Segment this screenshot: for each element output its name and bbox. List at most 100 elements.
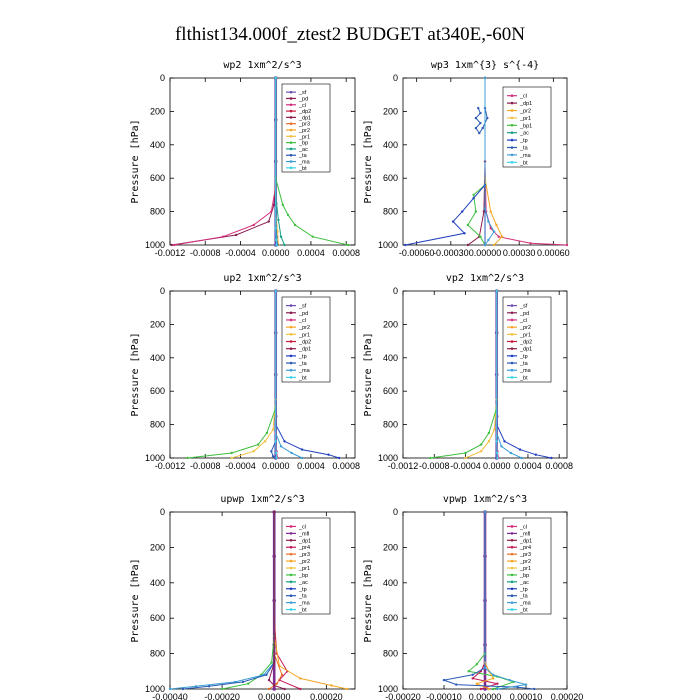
legend-marker: [510, 608, 514, 611]
y-tick-label: 200: [150, 106, 165, 116]
legend-marker: [289, 97, 293, 100]
x-tick-label: 0.00000: [258, 692, 291, 700]
series-point-bp: [293, 223, 297, 227]
y-tick-label: 800: [150, 649, 165, 659]
x-tick-label: -0.0008: [419, 461, 450, 471]
legend-marker: [510, 368, 514, 372]
y-tick-label: 1000: [378, 453, 398, 463]
series-point-tp: [550, 456, 553, 460]
series-line-bt: [275, 78, 278, 246]
legend: _cl_dp1 _pr2_pr1_bp1 _ac_tp _ta_ma_bt: [502, 86, 552, 168]
legend-label: _ac: [298, 147, 308, 153]
series-line-ma: [484, 78, 495, 246]
series-point-ta: [474, 126, 478, 130]
x-tick-label: -0.00020: [385, 692, 421, 700]
y-tick-label: 0: [160, 73, 165, 83]
x-tick-label: 0.0004: [297, 248, 325, 258]
legend-label: _mfl: [298, 531, 309, 537]
series-point-ta: [481, 126, 484, 130]
legend-label: _bt: [519, 375, 528, 381]
series-point-ma: [492, 230, 496, 233]
legend-label: _cl: [298, 103, 306, 109]
legend-marker: [289, 141, 293, 144]
legend-marker: [289, 587, 293, 591]
x-tick-label: -0.00030: [433, 248, 469, 258]
legend-marker: [289, 368, 293, 372]
series-point-pr2: [495, 223, 498, 227]
series-point-bp: [474, 210, 478, 213]
legend-marker: [289, 539, 293, 542]
y-tick-label: 800: [383, 420, 398, 430]
series-point-bt: [275, 451, 278, 455]
series-point-ta: [479, 121, 482, 125]
series-point-pd: [234, 233, 238, 237]
legend-label: _pd: [519, 311, 529, 317]
series-point-tp: [518, 448, 522, 451]
series-point-bt: [275, 243, 278, 247]
series-line-ta: [182, 512, 275, 690]
panel-1: wp2 1xm^2/s^3 Pressure [hPa] 0 200 400 600 800…: [130, 60, 360, 258]
series-point-pr1: [252, 450, 255, 453]
series-point-pr1: [464, 456, 467, 460]
legend-marker: [510, 146, 514, 149]
series-point-tp: [283, 440, 286, 443]
legend-label: _bp: [519, 573, 529, 579]
series-point-ta: [455, 683, 458, 686]
series-line-bt: [275, 291, 278, 459]
legend-marker: [510, 559, 514, 563]
series-point-bp: [479, 235, 482, 238]
series-point-bp: [186, 456, 189, 460]
legend-marker: [510, 601, 514, 604]
panel-title: wp2 1xm^2/s^3: [223, 60, 301, 71]
series-point-pr1: [479, 450, 483, 453]
y-tick-label: 0: [393, 286, 398, 296]
series-line-tp: [405, 78, 486, 246]
series-point-ma: [483, 510, 487, 514]
legend-label: _ac: [298, 580, 308, 586]
legend-marker: [289, 109, 293, 113]
series-point-ma: [194, 685, 198, 688]
legend-marker: [289, 135, 293, 138]
legend-marker: [289, 376, 293, 379]
y-tick-label: 200: [150, 542, 165, 552]
y-tick-label: 400: [150, 578, 165, 588]
legend-label: _cl: [519, 94, 527, 100]
y-tick-label: 1000: [145, 240, 165, 250]
legend-marker: [289, 525, 293, 528]
series-point-bt: [274, 289, 277, 293]
x-tick-label: 0.0008: [332, 461, 360, 471]
legend-label: _bp1: [519, 123, 532, 129]
series-point-ac: [279, 235, 283, 238]
series-point-cl: [270, 210, 273, 213]
x-tick-label: 0.0004: [514, 461, 542, 471]
series-point-ma: [300, 456, 304, 460]
y-tick-label: 200: [383, 106, 398, 116]
series-point-cl: [565, 243, 569, 247]
legend-marker: [510, 580, 514, 584]
series-point-pd: [273, 510, 276, 514]
x-tick-label: 0.00000: [469, 248, 502, 258]
series-point-tp: [534, 453, 537, 456]
series-point-bt: [275, 238, 278, 242]
legend-label: _pr1: [519, 566, 531, 572]
series-point-ma: [500, 445, 503, 448]
legend-label: _bt: [519, 160, 528, 166]
legend-label: _sf: [298, 90, 307, 96]
series-point-bp: [346, 243, 350, 247]
series-point-bp: [492, 687, 495, 691]
x-tick-label: 0.0008: [545, 461, 573, 471]
y-tick-label: 0: [393, 507, 398, 517]
series-point-ma: [483, 243, 487, 247]
legend-marker: [289, 347, 293, 350]
x-tick-label: 0.00020: [551, 692, 584, 700]
series-point-bp: [429, 456, 432, 460]
panel-3: up2 1xm^2/s^3 Pressure [hPa] 0 200 400 600 800…: [130, 273, 360, 471]
x-tick-label: -0.00010: [426, 692, 462, 700]
x-tick-label: 0.00010: [510, 692, 543, 700]
series-point-bt: [495, 440, 498, 443]
series-point-ta: [271, 455, 275, 458]
series-point-pd: [283, 687, 286, 691]
legend-marker: [289, 116, 293, 119]
panel-title: vpwp 1xm^2/s^3: [443, 494, 527, 505]
legend-label: _pr3: [519, 552, 531, 558]
